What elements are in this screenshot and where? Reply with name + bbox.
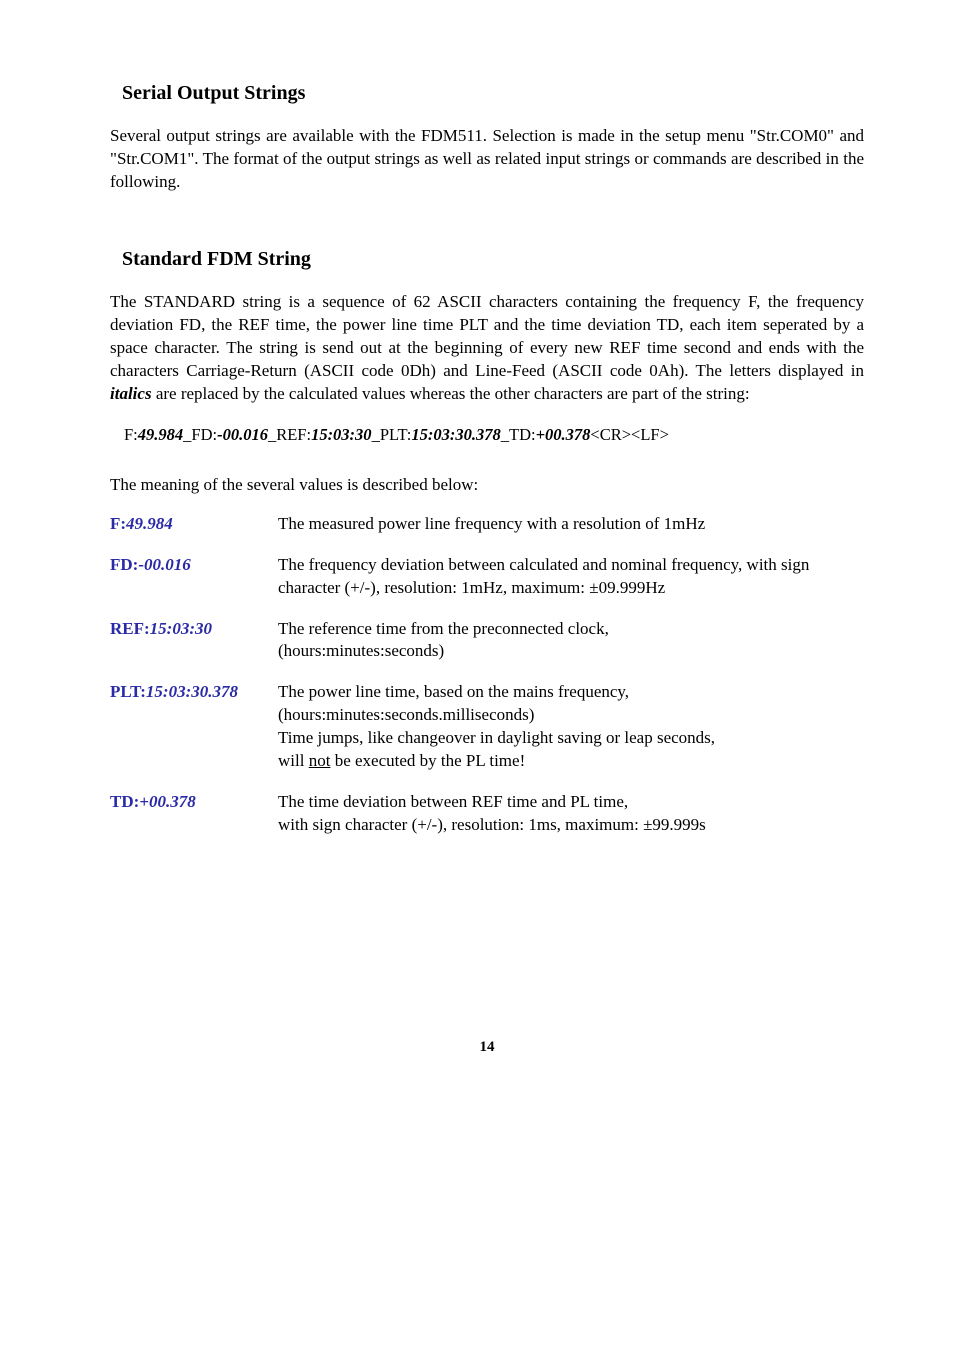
- section-title-serial: Serial Output Strings: [122, 80, 864, 107]
- def-row-f: F:49.984 The measured power line frequen…: [110, 513, 864, 536]
- def-row-td: TD:+00.378 The time deviation between RE…: [110, 791, 864, 837]
- example-string: F:49.984_FD:-00.016_REF:15:03:30_PLT:15:…: [124, 424, 864, 446]
- def-row-fd: FD:-00.016 The frequency deviation betwe…: [110, 554, 864, 600]
- section-title-standard: Standard FDM String: [122, 246, 864, 273]
- def-row-ref: REF:15:03:30 The reference time from the…: [110, 618, 864, 664]
- def-row-plt: PLT:15:03:30.378 The power line time, ba…: [110, 681, 864, 773]
- section2-para2: The meaning of the several values is des…: [110, 474, 864, 497]
- page-number: 14: [110, 1037, 864, 1057]
- section2-para1: The STANDARD string is a sequence of 62 …: [110, 291, 864, 406]
- section1-para: Several output strings are available wit…: [110, 125, 864, 194]
